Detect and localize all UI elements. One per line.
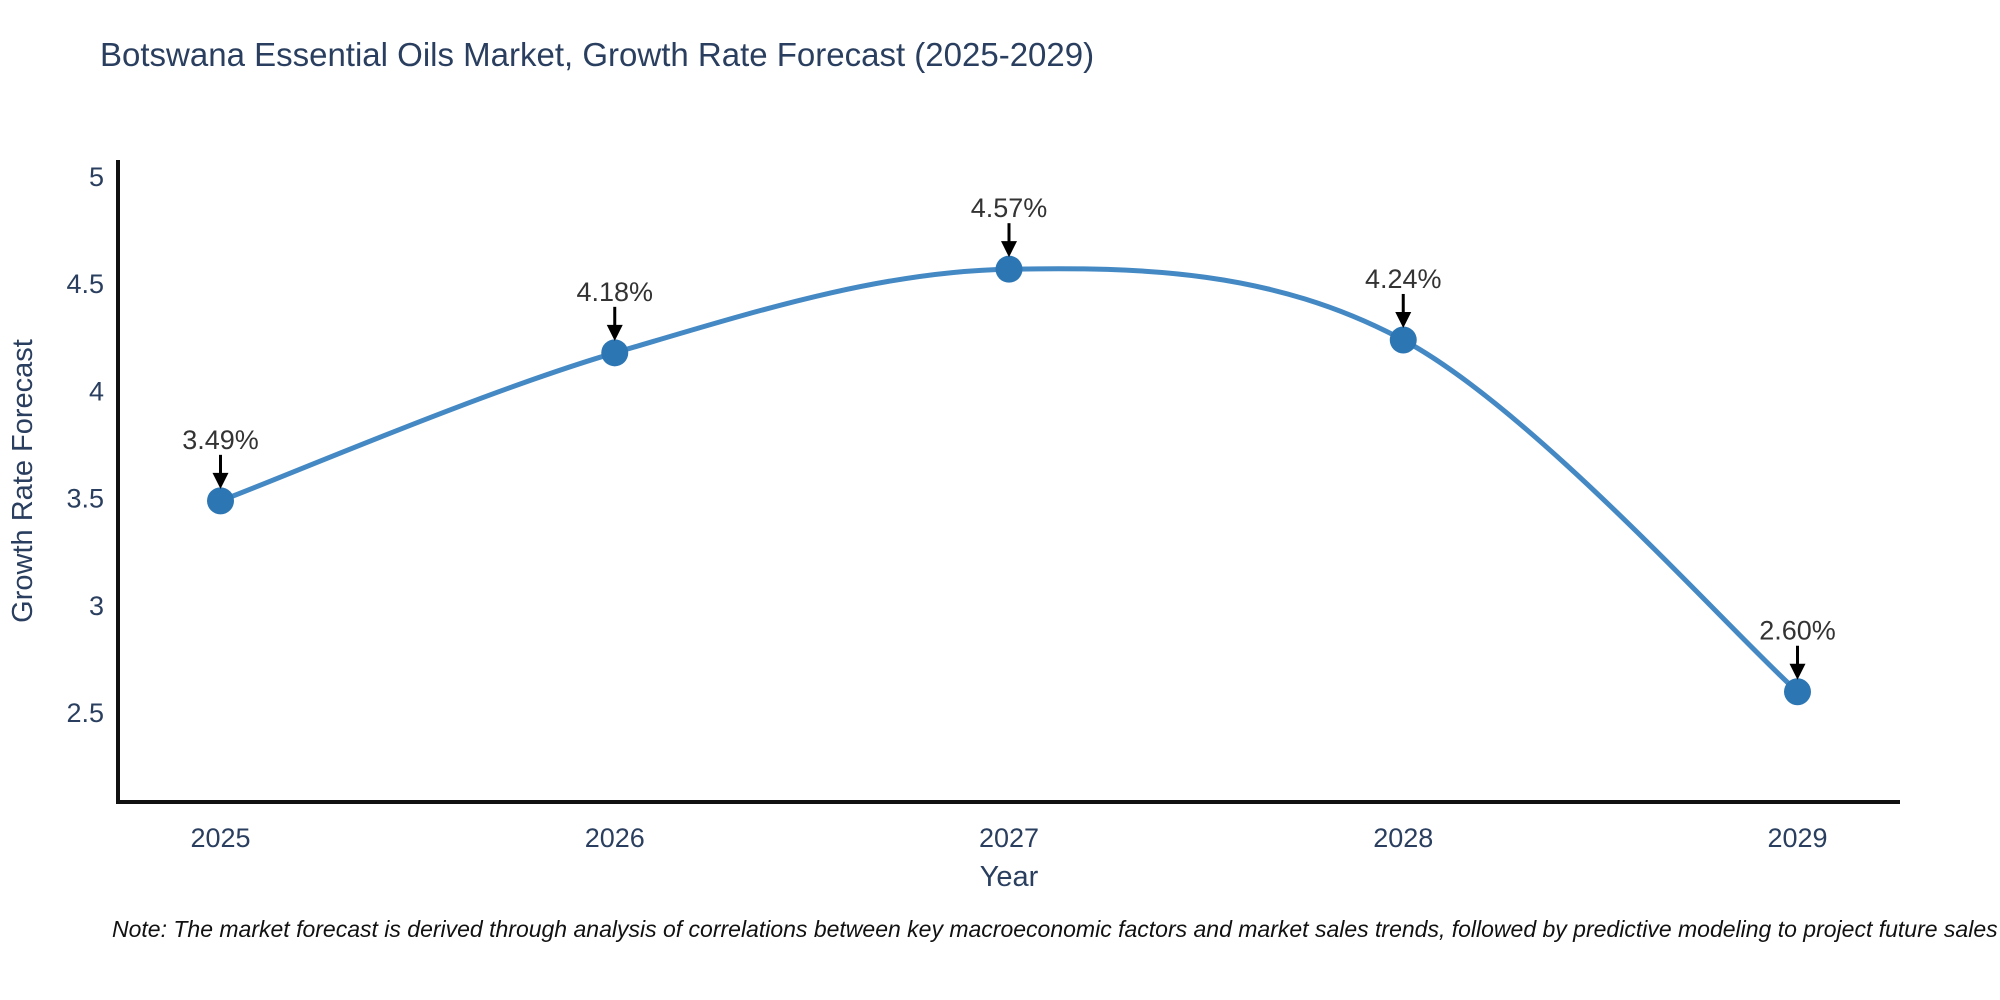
data-point-marker [601, 339, 629, 367]
y-tick-label: 3 [89, 591, 104, 621]
data-point-marker [1783, 678, 1811, 706]
y-tick-label: 4 [89, 376, 104, 406]
x-axis-title: Year [980, 861, 1039, 893]
chart-title: Botswana Essential Oils Market, Growth R… [100, 36, 1095, 73]
annotation-label: 2.60% [1759, 616, 1836, 646]
forecast-line [219, 266, 1800, 694]
x-tick-label: 2029 [1767, 823, 1827, 853]
annotation-arrowhead [1789, 663, 1806, 680]
y-tick-label: 2.5 [66, 698, 104, 728]
annotation-label: 4.24% [1365, 264, 1442, 294]
y-tick-label: 4.5 [66, 269, 104, 299]
annotation-arrowhead [606, 324, 623, 341]
annotation-label: 3.49% [182, 425, 259, 455]
annotation-arrowhead [1001, 241, 1017, 258]
data-point-marker [207, 487, 235, 515]
x-tick-label: 2025 [190, 823, 250, 853]
axis-spines [116, 160, 1900, 804]
y-axis-title: Growth Rate Forecast [7, 339, 39, 623]
data-point-marker [995, 255, 1023, 283]
y-tick-label: 3.5 [66, 484, 104, 514]
y-tick-label: 5 [89, 162, 104, 192]
annotation-label: 4.18% [576, 277, 653, 307]
data-point-marker [1389, 326, 1417, 354]
footnote: Note: The market forecast is derived thr… [112, 916, 1998, 942]
x-tick-label: 2028 [1373, 823, 1433, 853]
x-tick-label: 2027 [979, 823, 1039, 853]
annotation-arrowhead [212, 472, 229, 489]
annotation-arrowhead [1395, 311, 1412, 328]
x-tick-label: 2026 [585, 823, 645, 853]
annotation-label: 4.57% [971, 193, 1048, 223]
